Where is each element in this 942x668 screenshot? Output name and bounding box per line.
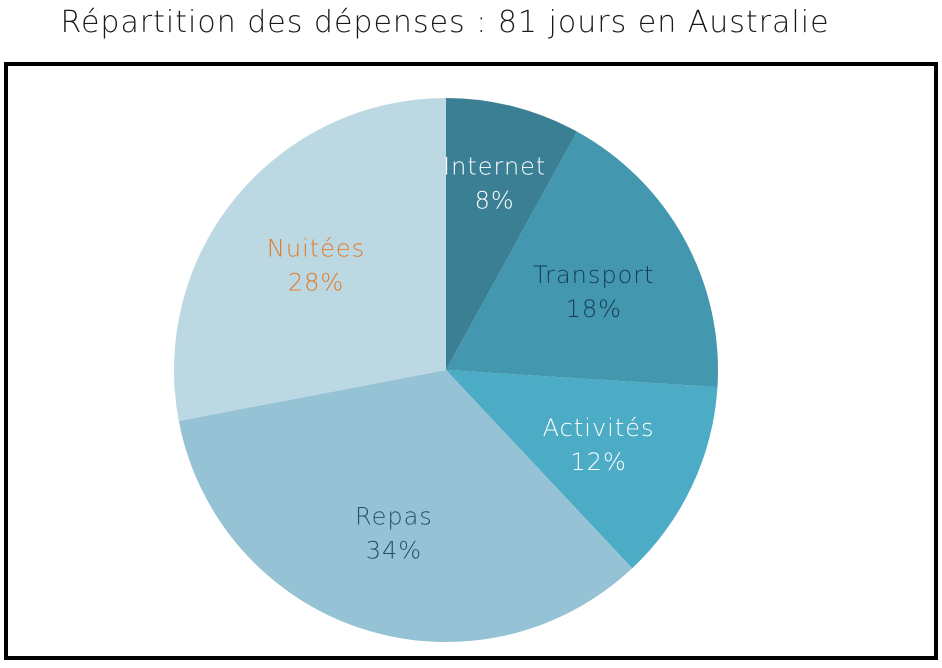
- slice-percent-0: 8%: [475, 186, 515, 214]
- pie-slice-0: [446, 98, 578, 370]
- pie-labels: Internet 8% Transport 18% Activités 12% Repas 3…: [267, 152, 655, 564]
- slice-label-4: Nuitées: [267, 235, 365, 263]
- slice-label-1: Transport: [533, 261, 655, 289]
- slice-percent-1: 18%: [566, 295, 622, 323]
- chart-title: Répartition des dépenses : 81 jours en A…: [60, 5, 830, 40]
- pie-slice-3: [178, 370, 633, 643]
- slice-label-0: Internet: [443, 152, 546, 180]
- slice-label-3: Repas: [355, 502, 433, 530]
- pie-slice-4: [173, 98, 446, 421]
- pie-slices: [173, 98, 718, 643]
- slice-percent-2: 12%: [570, 448, 626, 476]
- slice-percent-4: 28%: [288, 269, 344, 297]
- pie-slice-1: [446, 131, 718, 388]
- slice-percent-3: 34%: [366, 536, 422, 564]
- pie-slice-2: [446, 370, 718, 569]
- slice-label-2: Activités: [543, 414, 655, 442]
